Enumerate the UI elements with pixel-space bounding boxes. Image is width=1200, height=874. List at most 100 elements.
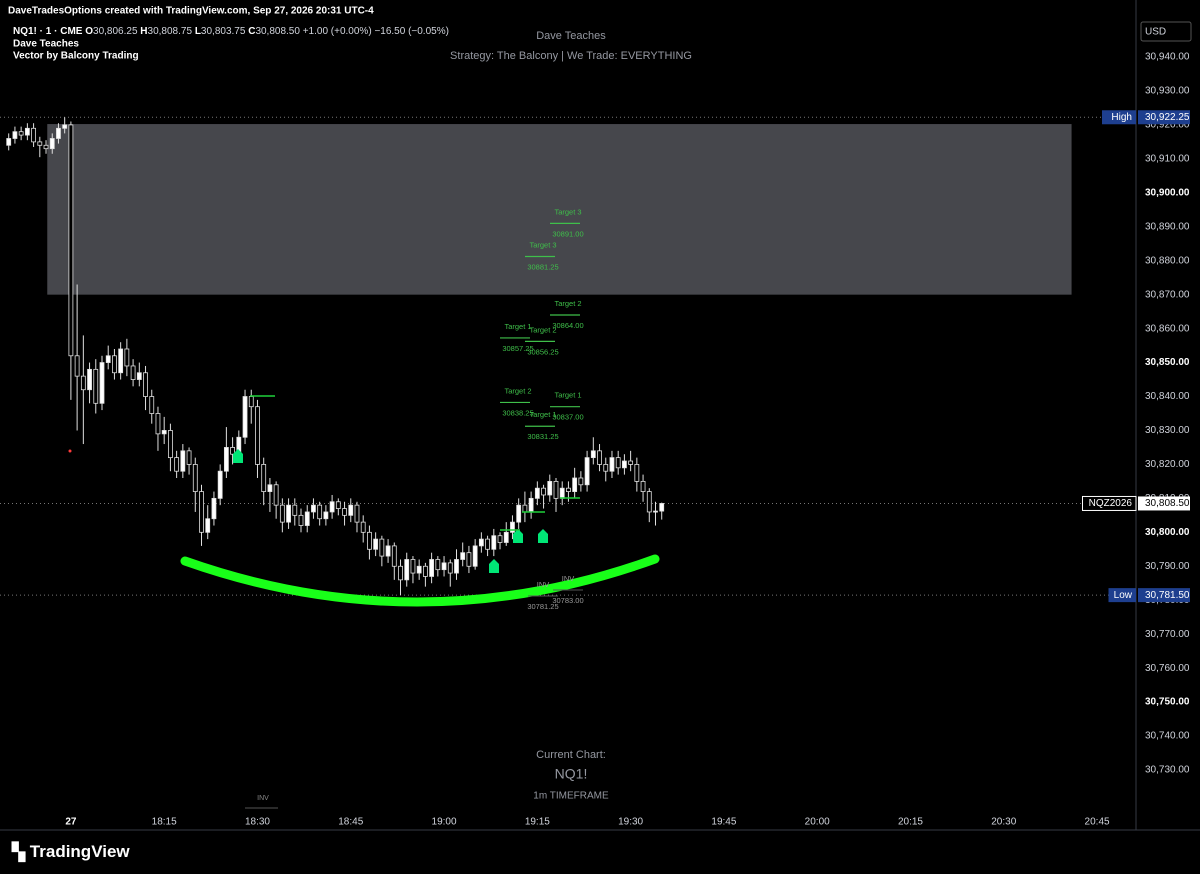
y-tick-label: 30,840.00 <box>1145 391 1190 402</box>
target-value: 30864.00 <box>552 321 583 330</box>
note: Current Chart: <box>536 749 606 761</box>
badge-name-box <box>1108 588 1136 603</box>
candle-body <box>12 131 18 139</box>
candle-body <box>572 477 578 492</box>
target-value: 30831.25 <box>527 432 558 441</box>
open: 30,806.25 <box>93 26 138 37</box>
x-tick-label: 27 <box>65 817 77 828</box>
candle-body <box>323 511 329 520</box>
y-tick-label: 30,820.00 <box>1145 459 1190 470</box>
candle-body <box>242 396 248 438</box>
candle-body <box>130 365 136 380</box>
candle-body <box>398 565 403 581</box>
target-value: 30856.25 <box>527 347 558 356</box>
o-key: O <box>85 26 93 37</box>
candle-body <box>435 559 441 571</box>
candle-body <box>360 521 366 533</box>
candle-body <box>149 396 155 414</box>
y-tick-label: 30,940.00 <box>1145 52 1190 63</box>
inv-label: INV <box>257 795 269 802</box>
candle-body <box>578 477 584 486</box>
candle-body <box>230 447 235 455</box>
candle-body <box>348 504 354 516</box>
currency-box[interactable] <box>1140 21 1192 42</box>
candle-body <box>640 480 646 492</box>
y-tick-label: 30,850.00 <box>1145 357 1190 368</box>
candle-body <box>622 460 627 469</box>
target-label: Target 3 <box>554 207 581 216</box>
high: 30,808.75 <box>148 26 193 37</box>
candle-body <box>634 464 640 482</box>
x-tick-label: 20:15 <box>898 817 923 828</box>
badge-name-box <box>1102 110 1136 125</box>
credit: DaveTradesOptions created with TradingVi… <box>8 6 374 17</box>
badge-value: 30,781.50 <box>1145 590 1190 601</box>
x-tick-label: 20:30 <box>991 817 1016 828</box>
currency[interactable]: USD <box>1145 27 1166 38</box>
c-key: C <box>248 26 255 37</box>
candle-body <box>261 464 267 492</box>
y-tick-label: 30,760.00 <box>1145 663 1190 674</box>
note: NQ1! <box>555 766 588 782</box>
candle-body <box>136 372 142 380</box>
candle-body <box>174 457 180 472</box>
candle-body <box>385 545 391 557</box>
candle-body <box>478 538 484 547</box>
y-tick-label: 30,860.00 <box>1145 323 1190 334</box>
candle-body <box>553 480 559 499</box>
candle-body <box>93 368 99 404</box>
candle-body <box>37 141 43 146</box>
target-label: Target 1 <box>504 322 531 331</box>
target-label: Target 2 <box>554 299 581 308</box>
candle-body <box>118 348 124 374</box>
change: +1.00 (+0.00%) <box>303 26 372 37</box>
candle-body <box>304 511 310 526</box>
candle-body <box>460 552 466 560</box>
candle-body <box>534 487 540 499</box>
target-value: 30837.00 <box>552 413 583 422</box>
candle-body <box>43 144 49 150</box>
l-key: L <box>195 26 201 37</box>
candle-body <box>566 487 571 492</box>
x-tick-label: 20:45 <box>1085 817 1110 828</box>
badge-value-box <box>1138 496 1190 511</box>
low: 30,803.75 <box>201 26 246 37</box>
target-label: Target 2 <box>529 325 556 334</box>
candle-body <box>659 503 665 512</box>
x-tick-label: 20:00 <box>805 817 830 828</box>
badge-name: NQZ2026 <box>1089 498 1133 509</box>
candle-body <box>528 497 534 513</box>
candle-body <box>317 504 323 520</box>
y-tick-label: 30,910.00 <box>1145 153 1190 164</box>
y-tick-label: 30,880.00 <box>1145 255 1190 266</box>
x-tick-label: 18:15 <box>152 817 177 828</box>
candle-body <box>646 491 652 513</box>
candle-body <box>342 508 347 516</box>
signal <box>489 559 499 573</box>
y-tick-label: 30,830.00 <box>1145 425 1190 436</box>
candle-body <box>31 127 36 143</box>
symbol: NQ1! · 1 · CME <box>13 26 83 37</box>
note: 1m TIMEFRAME <box>533 791 609 802</box>
candle-body <box>74 355 80 377</box>
candle-body <box>99 362 105 404</box>
candle-body <box>62 124 68 129</box>
candle-body <box>211 497 217 520</box>
candle-body <box>255 406 260 465</box>
chart-title: Dave Teaches <box>536 30 606 42</box>
candle-body <box>497 535 503 543</box>
badge-value-box <box>1138 110 1190 125</box>
candle-body <box>112 355 117 374</box>
badge-name-box <box>1082 495 1137 511</box>
candle-body <box>472 545 478 567</box>
marker <box>68 449 72 453</box>
signals <box>233 449 548 573</box>
candle-body <box>80 375 86 391</box>
badge-name: High <box>1111 112 1132 123</box>
candle-body <box>68 124 74 357</box>
candle-body <box>217 470 223 499</box>
badge-value-box <box>1138 588 1190 603</box>
y-tick-label: 30,790.00 <box>1145 561 1190 572</box>
candle-body <box>584 457 590 486</box>
inv-label: INV <box>537 580 550 589</box>
